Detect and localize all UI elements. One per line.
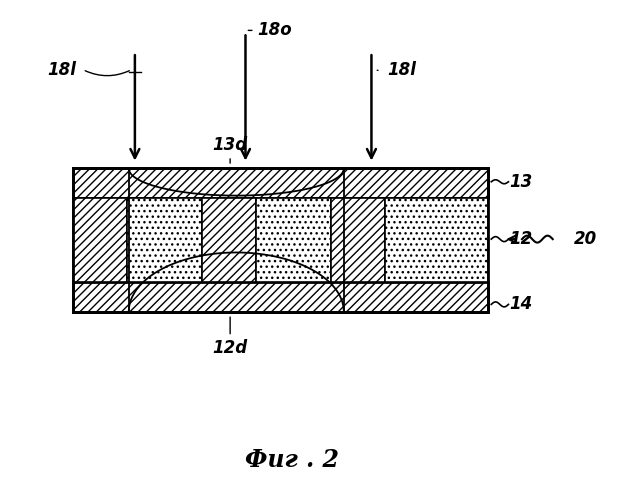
Bar — [73, 168, 488, 198]
Text: 20: 20 — [574, 230, 598, 248]
Text: Фиг . 2: Фиг . 2 — [244, 448, 339, 472]
Bar — [256, 198, 330, 282]
Bar — [330, 198, 384, 282]
Bar — [330, 198, 384, 282]
Text: 14: 14 — [510, 296, 533, 314]
Text: 13d: 13d — [213, 136, 247, 154]
Text: 12d: 12d — [213, 339, 247, 357]
Bar — [73, 168, 488, 198]
Bar — [73, 198, 127, 282]
Bar — [202, 198, 256, 282]
Text: 13: 13 — [510, 173, 533, 191]
Text: 18o: 18o — [258, 21, 293, 39]
Bar — [73, 168, 488, 312]
Text: 18l: 18l — [48, 60, 76, 78]
Bar — [73, 282, 488, 312]
Bar — [202, 198, 256, 282]
Bar — [73, 198, 127, 282]
Bar — [384, 198, 488, 282]
Bar — [127, 198, 202, 282]
Text: 12: 12 — [510, 230, 533, 248]
Text: 18l: 18l — [387, 60, 416, 78]
Bar — [256, 198, 330, 282]
Bar — [127, 198, 202, 282]
Bar — [73, 282, 488, 312]
Bar — [384, 198, 488, 282]
